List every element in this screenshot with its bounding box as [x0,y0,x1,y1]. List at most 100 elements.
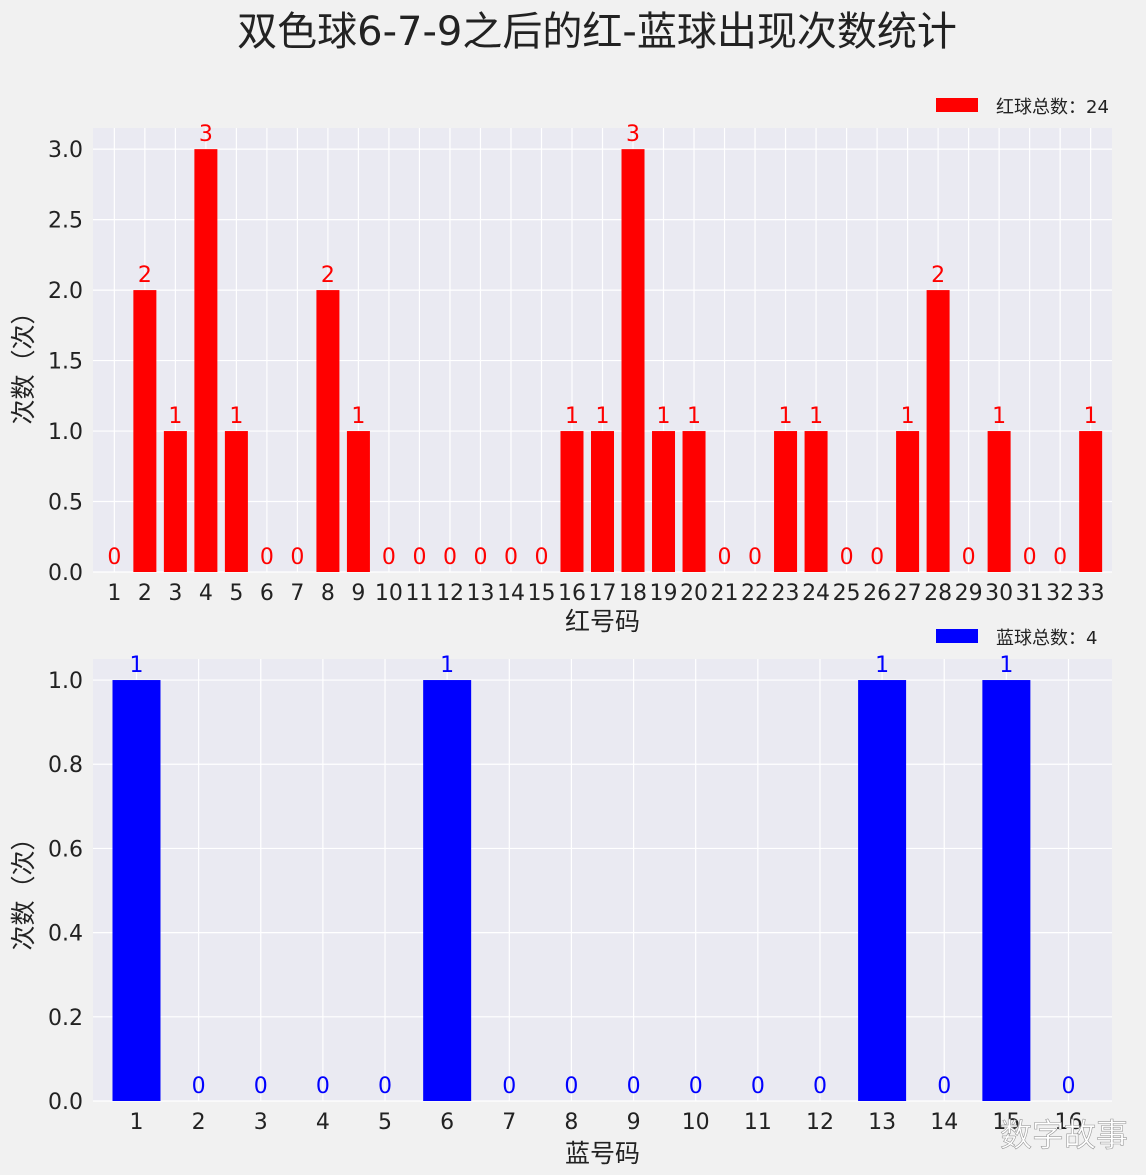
blue-y-axis-label: 次数（次） [9,825,38,950]
red-bar [194,149,218,572]
red-x-tick-label: 23 [772,581,800,606]
red-bar [133,290,157,572]
red-legend-swatch [936,98,978,112]
red-x-axis-label: 红号码 [565,607,640,636]
blue-value-label: 1 [875,653,889,678]
red-value-label: 1 [1084,404,1098,429]
red-value-label: 0 [504,545,518,570]
red-value-label: 1 [168,404,182,429]
blue-value-label: 0 [316,1074,330,1099]
blue-x-tick-label: 3 [254,1110,268,1135]
red-x-tick-label: 18 [619,581,647,606]
blue-value-label: 0 [627,1074,641,1099]
red-value-label: 2 [321,263,335,288]
red-legend-label: 红球总数：24 [996,97,1109,118]
blue-value-label: 1 [999,653,1013,678]
red-x-tick-label: 11 [405,581,433,606]
red-y-axis-label: 次数（次） [9,299,38,424]
red-x-tick-label: 29 [955,581,983,606]
red-y-tick-label: 2.0 [48,279,83,304]
blue-x-tick-label: 1 [129,1110,143,1135]
red-x-tick-label: 6 [260,581,274,606]
red-x-tick-label: 5 [229,581,243,606]
red-bar [652,431,676,572]
red-value-label: 1 [687,404,701,429]
blue-bar [982,680,1031,1101]
blue-y-tick-label: 0.0 [48,1090,83,1115]
red-x-tick-label: 12 [436,581,464,606]
red-ball-chart: 0.00.51.01.52.02.53.01 2 3 4 5 6 7 8 9 10 11 12 13 14… [9,97,1112,636]
red-x-tick-label: 14 [497,581,525,606]
red-x-tick-label: 25 [833,581,861,606]
red-x-tick-label: 24 [802,581,830,606]
red-value-label: 0 [1053,545,1067,570]
blue-value-label: 0 [378,1074,392,1099]
blue-x-tick-label: 4 [316,1110,330,1135]
red-bar [682,431,706,572]
red-value-label: 0 [962,545,976,570]
red-value-label: 0 [718,545,732,570]
red-x-tick-label: 16 [558,581,586,606]
blue-value-label: 1 [129,653,143,678]
red-bar [621,149,645,572]
red-bar [804,431,828,572]
blue-value-label: 0 [689,1074,703,1099]
blue-x-tick-label: 5 [378,1110,392,1135]
red-x-tick-label: 20 [680,581,708,606]
red-x-tick-label: 2 [138,581,152,606]
red-x-tick-label: 1 [107,581,121,606]
red-x-tick-label: 7 [290,581,304,606]
blue-x-tick-label: 13 [868,1110,896,1135]
red-value-label: 1 [596,404,610,429]
red-y-tick-label: 0.5 [48,491,83,516]
blue-y-tick-label: 0.8 [48,753,83,778]
blue-legend-swatch [936,629,978,643]
red-value-label: 2 [138,263,152,288]
red-x-tick-label: 8 [321,581,335,606]
red-bar [987,431,1011,572]
red-y-tick-label: 0.0 [48,561,83,586]
red-x-tick-label: 28 [924,581,952,606]
red-bar [560,431,584,572]
red-x-tick-label: 19 [650,581,678,606]
red-value-label: 1 [351,404,365,429]
blue-value-label: 0 [564,1074,578,1099]
red-value-label: 0 [260,545,274,570]
red-y-tick-label: 1.5 [48,350,83,375]
red-x-tick-label: 31 [1016,581,1044,606]
red-x-tick-label: 30 [985,581,1013,606]
blue-x-tick-label: 2 [192,1110,206,1135]
blue-x-tick-label: 7 [502,1110,516,1135]
blue-y-tick-label: 0.6 [48,837,83,862]
red-bar [163,431,187,572]
red-y-tick-label: 2.5 [48,209,83,234]
red-value-label: 1 [565,404,579,429]
blue-x-tick-label: 14 [930,1110,958,1135]
red-x-tick-label: 17 [589,581,617,606]
blue-value-label: 0 [751,1074,765,1099]
red-x-tick-label: 33 [1077,581,1105,606]
red-bar [1079,431,1103,572]
blue-value-label: 0 [1062,1074,1076,1099]
red-value-label: 0 [870,545,884,570]
red-x-tick-label: 10 [375,581,403,606]
red-value-label: 0 [1023,545,1037,570]
red-bar [774,431,798,572]
blue-value-label: 0 [192,1074,206,1099]
red-y-tick-label: 3.0 [48,138,83,163]
red-value-label: 3 [626,122,640,147]
blue-x-tick-label: 6 [440,1110,454,1135]
red-x-tick-label: 21 [711,581,739,606]
red-value-label: 1 [657,404,671,429]
red-value-label: 3 [199,122,213,147]
blue-x-tick-label: 12 [806,1110,834,1135]
blue-bar [423,680,472,1101]
red-bar [346,431,370,572]
red-x-tick-label: 4 [199,581,213,606]
red-x-tick-label: 26 [863,581,891,606]
blue-value-label: 1 [440,653,454,678]
blue-value-label: 0 [502,1074,516,1099]
red-x-tick-label: 32 [1046,581,1074,606]
blue-legend-label: 蓝球总数：4 [996,628,1097,649]
red-value-label: 1 [901,404,915,429]
